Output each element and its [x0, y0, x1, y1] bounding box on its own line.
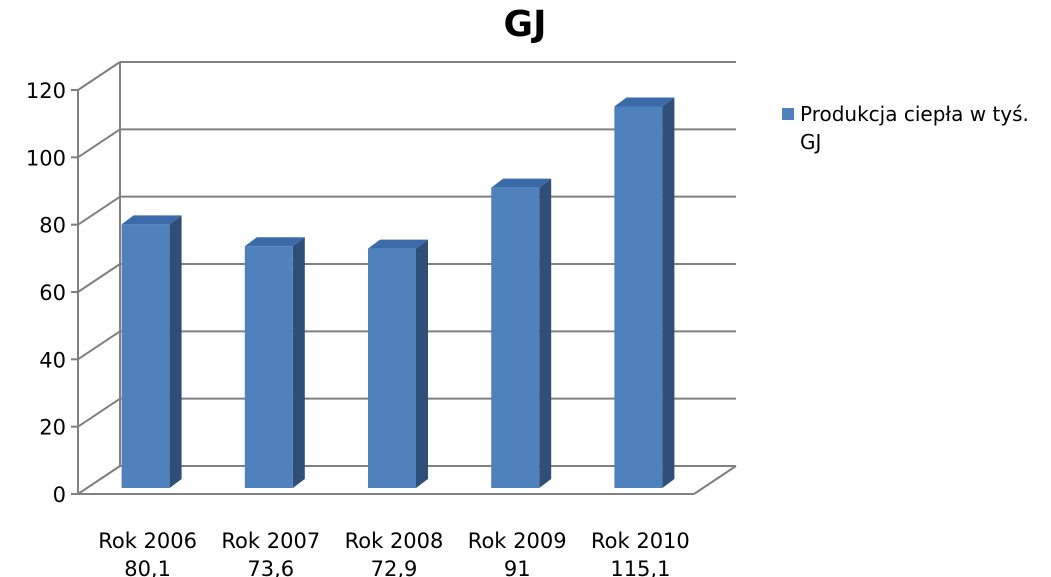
legend-label-line1: Produkcja ciepła w tyś. [800, 102, 1029, 126]
y-tick-label: 80 [39, 214, 66, 238]
bar-top [244, 237, 305, 247]
x-axis-labels: Rok 2006 80,1 Rok 2007 73,6 Rok 2008 72,9 Rok … [98, 529, 690, 577]
bar-side [292, 237, 305, 488]
bar-side [169, 215, 182, 488]
x-tick-label: 115,1 [610, 557, 670, 577]
x-tick-label: Rok 2008 [345, 529, 444, 553]
gridline-side [77, 128, 121, 159]
y-tick-label: 120 [26, 79, 66, 103]
x-tick-label: Rok 2010 [591, 529, 690, 553]
y-tick-label: 60 [39, 281, 66, 305]
gridline-side [77, 195, 121, 226]
bar-top [368, 239, 428, 249]
gridline-side [77, 397, 121, 428]
bar-side [416, 239, 428, 488]
gridline-side [77, 330, 121, 361]
bar [368, 248, 416, 488]
x-tick-label: Rok 2009 [468, 529, 567, 553]
x-tick-label: 91 [504, 557, 531, 577]
y-tick-label: 40 [39, 348, 66, 372]
floor-right-edge [693, 465, 737, 495]
legend-swatch [782, 108, 794, 120]
y-tick-label: 0 [53, 483, 66, 507]
legend-label-line2: GJ [800, 130, 821, 154]
bar [121, 224, 170, 488]
legend: Produkcja ciepła w tyś. GJ [782, 102, 1029, 154]
chart-title: GJ [504, 4, 547, 45]
x-tick-label: 80,1 [124, 557, 171, 577]
x-tick-label: Rok 2006 [98, 529, 197, 553]
bar-top [121, 215, 182, 225]
y-tick-label: 100 [26, 146, 66, 170]
gridline-side [77, 61, 121, 91]
x-tick-label: 72,9 [371, 557, 418, 577]
bar-side [662, 97, 675, 488]
bar-top [614, 97, 675, 107]
x-tick-label: 73,6 [247, 557, 294, 577]
gridline-side [77, 263, 121, 293]
x-tick-label: Rok 2007 [221, 529, 320, 553]
bar-top [491, 178, 552, 188]
bar [244, 246, 293, 488]
bar-side [539, 178, 552, 488]
y-tick-label: 20 [39, 416, 66, 440]
y-axis: 0 20 40 60 80 100 120 [26, 79, 79, 507]
bar [491, 187, 540, 488]
bars [121, 97, 675, 488]
gridline-side [77, 465, 121, 495]
bar [614, 106, 663, 488]
